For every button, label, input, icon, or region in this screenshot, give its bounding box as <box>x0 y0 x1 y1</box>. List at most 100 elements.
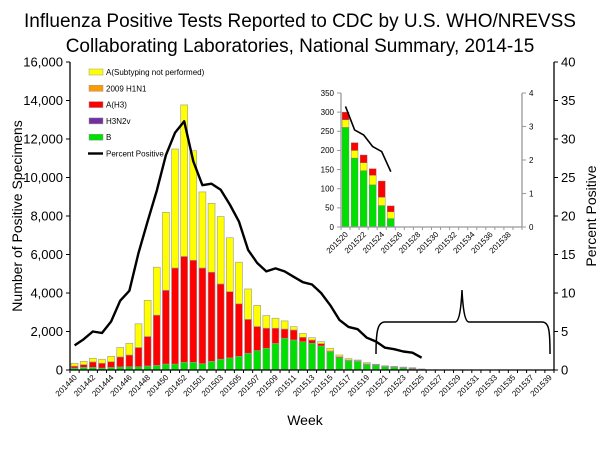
bar-a-h3--201521 <box>350 142 359 151</box>
bar-b-201520 <box>341 127 350 228</box>
bar-b-201506 <box>244 352 252 371</box>
bar-a-subtyping-not-performed--201522 <box>390 366 398 368</box>
bar-a-subtyping-not-performed--201502 <box>207 202 216 273</box>
y-tick-label: 2,000 <box>30 324 63 339</box>
bar-a-h3--201446 <box>125 354 134 368</box>
bar-a-subtyping-not-performed--201520 <box>372 363 380 366</box>
y-tick-label: 100 <box>321 185 335 194</box>
bar-a-h3--201513 <box>308 339 316 344</box>
bar-b-201449 <box>152 365 161 371</box>
bar-a-subtyping-not-performed--201505 <box>235 261 243 305</box>
bar-a-subtyping-not-performed--201440 <box>70 362 79 367</box>
legend: A(Subtyping not performed) 2009 H1N1 A(H3)… <box>88 68 205 159</box>
bar-a-h3--201509 <box>271 327 280 344</box>
legend-swatch-2009-h1n1 <box>88 85 104 92</box>
y-tick-label: 12,000 <box>23 132 63 147</box>
bar-a-subtyping-not-performed--201509 <box>271 317 280 329</box>
legend-label: A(H3) <box>106 101 127 110</box>
y-tick-label: 250 <box>321 127 335 136</box>
bar-b-201450 <box>162 363 170 371</box>
legend-swatch-a-h3- <box>88 101 104 108</box>
legend-swatch-h3n2v <box>88 117 104 125</box>
bar-a-subtyping-not-performed--201516 <box>335 354 344 358</box>
bar-a-h3--201501 <box>198 267 207 364</box>
bar-a-h3--201502 <box>207 271 216 362</box>
bar-b-201517 <box>344 360 353 371</box>
y2-tick-label: 4 <box>529 89 534 98</box>
bar-a-subtyping-not-performed--201453 <box>189 150 198 261</box>
y2-tick-label: 3 <box>529 122 534 131</box>
bar-a-h3--201511 <box>289 329 298 341</box>
bar-a-subtyping-not-performed--201449 <box>152 266 161 316</box>
bar-b-201509 <box>271 343 280 371</box>
bar-a-h3--201447 <box>134 347 143 368</box>
bar-b-201511 <box>289 339 298 371</box>
bar-a-subtyping-not-performed--201446 <box>125 342 134 356</box>
bar-a-h3--201451 <box>171 267 179 365</box>
y2-axis-title: Percent Positive <box>583 165 599 266</box>
bar-b-201520 <box>372 364 380 371</box>
legend-label: 2009 H1N1 <box>106 84 147 93</box>
bar-a-subtyping-not-performed--201519 <box>363 362 371 365</box>
bar-b-201514 <box>317 345 325 371</box>
bar-a-h3--201444 <box>107 361 115 368</box>
bar-a-subtyping-not-performed--201447 <box>134 323 143 348</box>
bar-a-subtyping-not-performed--201445 <box>116 347 124 358</box>
bar-a-subtyping-not-performed--201522 <box>359 162 368 171</box>
bar-b-201504 <box>226 357 234 371</box>
bar-a-h3--201445 <box>116 356 124 368</box>
bar-b-201525 <box>387 218 395 228</box>
bar-a-h3--201442 <box>89 361 97 368</box>
bar-a-h3--201453 <box>189 259 198 363</box>
chart-title-line-2: Collaborating Laboratories, National Sum… <box>66 36 535 57</box>
y-tick-label: 200 <box>321 146 335 155</box>
y-tick-label: 6,000 <box>30 247 63 262</box>
bar-b-201507 <box>253 350 261 371</box>
bar-a-subtyping-not-performed--201511 <box>289 326 298 331</box>
y2-tick-label: 25 <box>561 170 575 185</box>
bar-b-201512 <box>299 341 307 371</box>
bar-a-subtyping-not-performed--201512 <box>299 333 307 338</box>
bar-a-subtyping-not-performed--201515 <box>326 347 335 352</box>
bar-a-subtyping-not-performed--201441 <box>79 361 88 365</box>
bar-a-h3--201522 <box>359 154 368 163</box>
bar-a-h3--201503 <box>216 283 225 360</box>
bar-b-201523 <box>369 184 377 228</box>
bar-a-subtyping-not-performed--201452 <box>180 104 188 257</box>
y-axis-title: Number of Positive Specimens <box>9 120 25 311</box>
y2-tick-label: 5 <box>561 324 568 339</box>
bar-a-subtyping-not-performed--201448 <box>143 300 152 337</box>
y2-tick-label: 2 <box>529 156 534 165</box>
bar-a-subtyping-not-performed--201444 <box>107 356 115 363</box>
bar-b-201524 <box>378 205 386 228</box>
bar-a-subtyping-not-performed--201517 <box>344 358 353 361</box>
bar-b-201508 <box>262 347 271 371</box>
bar-a-h3--201510 <box>280 328 289 339</box>
bar-a-subtyping-not-performed--201451 <box>171 148 179 269</box>
bar-b-201522 <box>359 170 368 228</box>
legend-label: A(Subtyping not performed) <box>106 68 205 77</box>
bar-a-h3--201523 <box>369 168 377 176</box>
bar-a-subtyping-not-performed--201503 <box>216 216 225 285</box>
bar-a-subtyping-not-performed--201524 <box>378 196 386 206</box>
bar-a-subtyping-not-performed--201520 <box>341 119 350 128</box>
bar-b-201519 <box>363 364 371 371</box>
bar-a-subtyping-not-performed--201523 <box>399 366 408 368</box>
bar-a-h3--201448 <box>143 336 152 367</box>
bar-a-h3--201524 <box>378 180 386 198</box>
bar-a-subtyping-not-performed--201525 <box>387 211 395 219</box>
bar-b-201510 <box>280 337 289 371</box>
bar-a-h3--201512 <box>299 336 307 343</box>
bar-a-subtyping-not-performed--201507 <box>253 305 261 327</box>
legend-swatch-b <box>88 133 104 141</box>
bar-a-subtyping-not-performed--201513 <box>308 337 316 341</box>
bar-a-subtyping-not-performed--201524 <box>408 367 417 369</box>
y-tick-label: 150 <box>321 165 335 174</box>
bar-a-h3--201514 <box>317 343 325 347</box>
bar-b-201451 <box>171 363 179 371</box>
chart-title-line-1: Influenza Positive Tests Reported to CDC… <box>24 11 576 32</box>
y2-tick-label: 40 <box>561 55 575 70</box>
bar-b-201505 <box>235 356 243 371</box>
